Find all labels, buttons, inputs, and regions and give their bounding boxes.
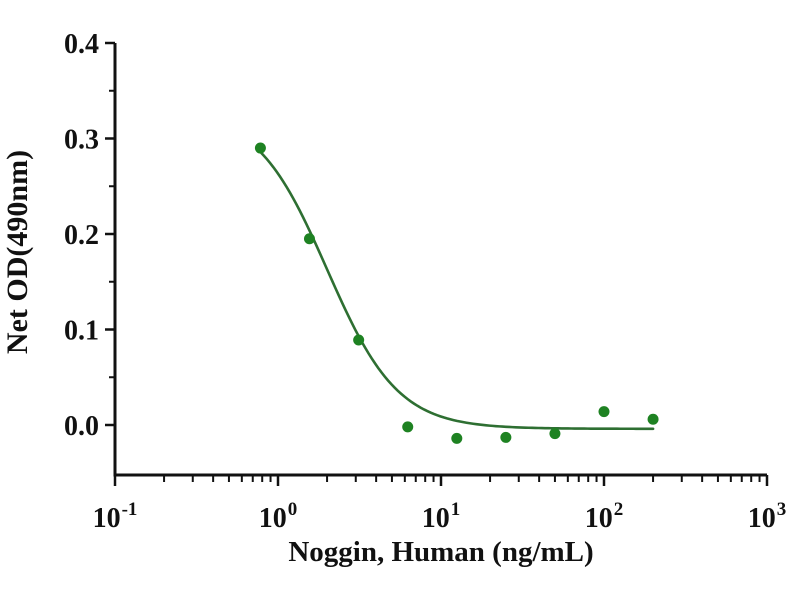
x-tick-label: 102 (585, 499, 624, 534)
y-tick-label: 0.1 (64, 316, 99, 347)
x-tick-label: 10-1 (93, 499, 138, 534)
x-tick-label: 100 (259, 499, 298, 534)
y-tick-label: 0.4 (64, 29, 99, 60)
data-point (303, 233, 315, 245)
x-tick-label: 101 (422, 499, 461, 534)
data-points (254, 142, 659, 444)
data-point (402, 421, 414, 433)
x-axis-title: Noggin, Human (ng/mL) (288, 536, 593, 568)
data-point (647, 413, 659, 425)
data-point (451, 432, 463, 444)
fit-curve-path (259, 150, 655, 431)
data-point (598, 406, 610, 418)
data-point (254, 142, 266, 154)
y-tick-label: 0.0 (64, 411, 99, 442)
axes: 0.0 0.1 0.2 0.3 0.4 10-1 100 101 102 103 (64, 29, 786, 534)
data-point (549, 428, 561, 440)
x-tick-label: 103 (748, 499, 787, 534)
data-point (500, 431, 512, 443)
data-point (353, 334, 365, 346)
y-tick-label: 0.2 (64, 220, 99, 251)
y-tick-label: 0.3 (64, 125, 99, 156)
y-axis-title: Net OD(490nm) (1, 150, 34, 354)
fit-curve (259, 150, 655, 431)
